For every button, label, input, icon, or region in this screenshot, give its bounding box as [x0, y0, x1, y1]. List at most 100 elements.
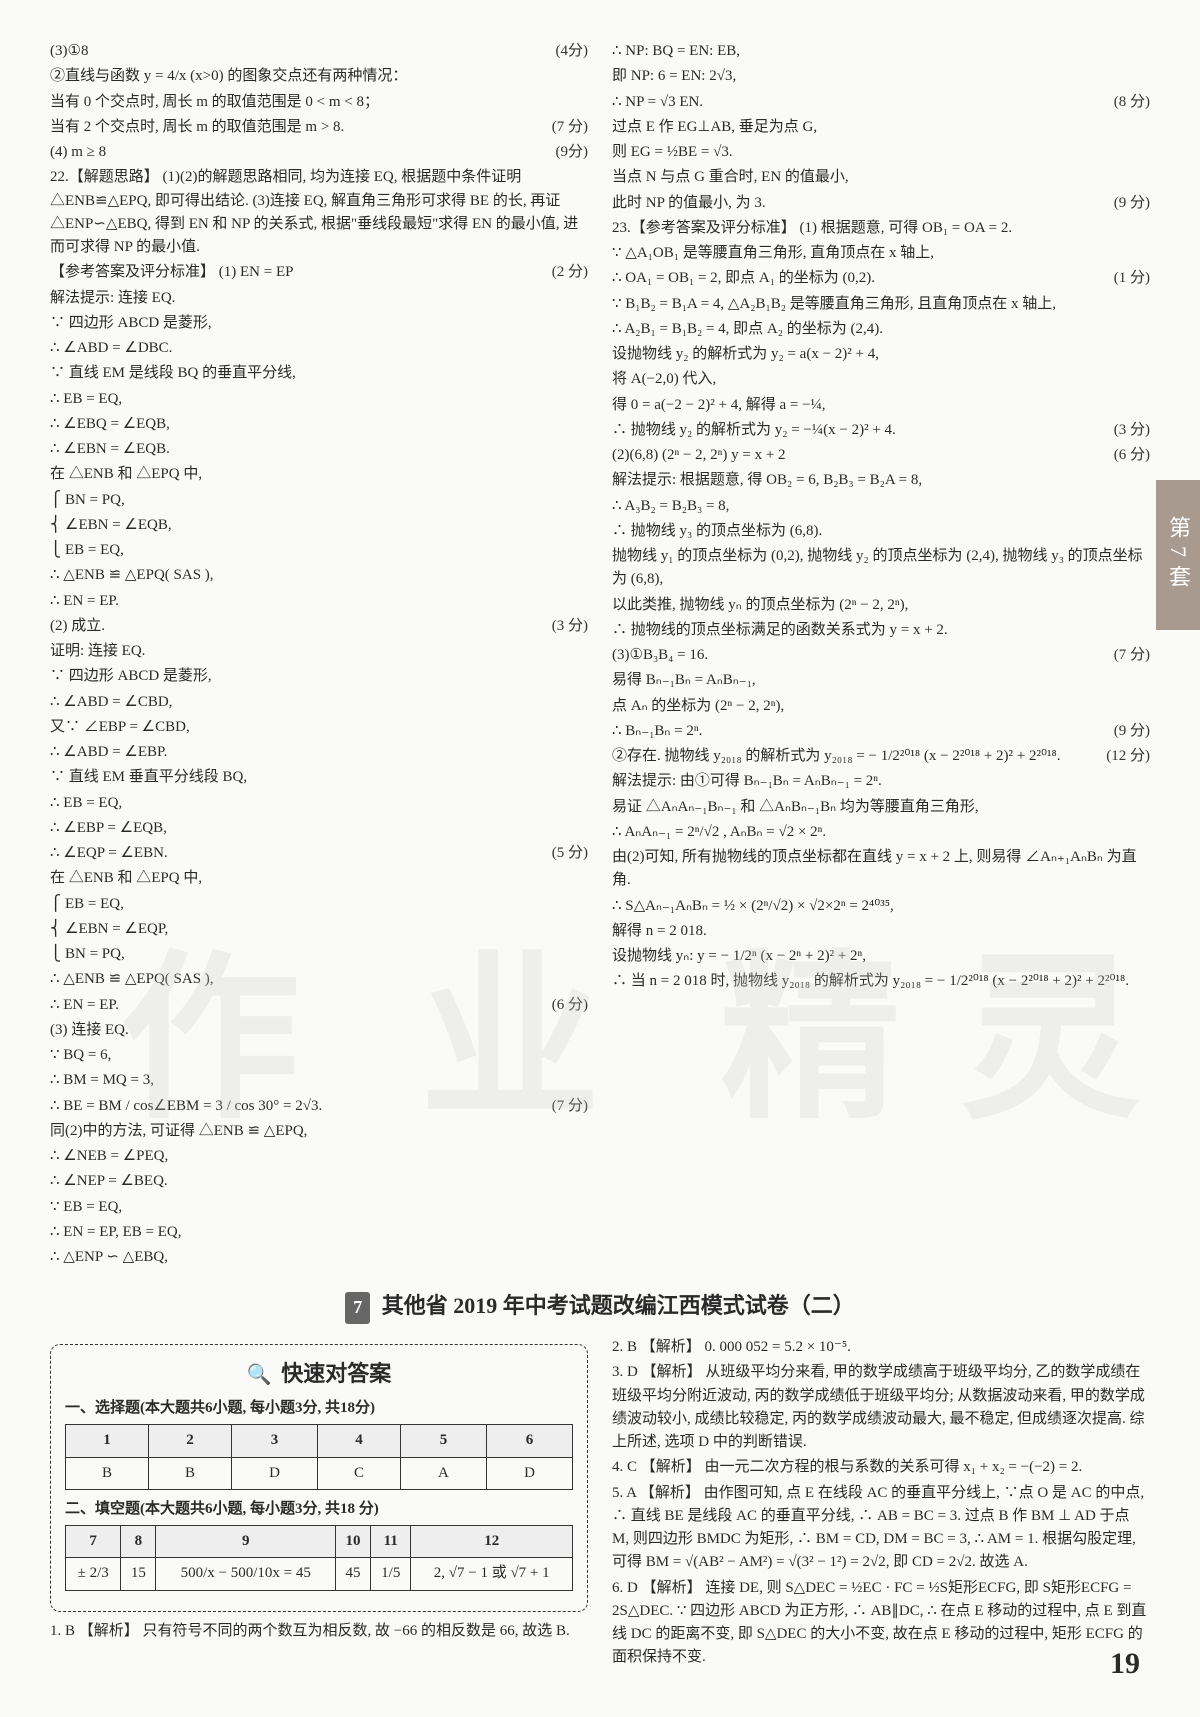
table-cell: 1 [66, 1425, 149, 1457]
score-label: (5 分) [552, 842, 588, 865]
table-cell: D [486, 1457, 572, 1489]
right-text: 解得 n = 2 018. [612, 923, 707, 939]
left-text: ⎨ ∠EBN = ∠EQB, [50, 517, 172, 533]
right-text: 则 EG = ½BE = √3. [612, 144, 733, 160]
right-text: ②存在. 抛物线 y₂₀₁₈ 的解析式为 y₂₀₁₈ = − 1/2²⁰¹⁸ (… [612, 748, 1061, 764]
left-line: (3 分)(2) 成立. [50, 615, 588, 638]
right-text: 由(2)可知, 所有抛物线的顶点坐标都在直线 y = x + 2 上, 则易得 … [612, 849, 1137, 888]
section-header: 7 其他省 2019 年中考试题改编江西模式试卷（二） [50, 1289, 1150, 1324]
left-line: (5 分)∴ ∠EQP = ∠EBN. [50, 842, 588, 865]
right-text: ∴ 当 n = 2 018 时, 抛物线 y₂₀₁₈ 的解析式为 y₂₀₁₈ =… [612, 973, 1129, 989]
score-label: (9 分) [1114, 192, 1150, 215]
left-line: (6 分)∴ EN = EP. [50, 994, 588, 1017]
left-line: ∴ ∠NEB = ∠PEQ, [50, 1145, 588, 1168]
left-text: ∵ 四边形 ABCD 是菱形, [50, 668, 212, 684]
score-label: (1 分) [1114, 267, 1150, 290]
left-line: 解法提示: 连接 EQ. [50, 287, 588, 310]
quick-answer-panel: 🔍 快速对答案 一、选择题(本大题共6小题, 每小题3分, 共18分) 1234… [50, 1344, 588, 1612]
section-number-badge: 7 [345, 1292, 370, 1324]
right-line: (7 分) (3)①B₃B₄ = 16. [612, 644, 1150, 667]
right-line: 则 EG = ½BE = √3. [612, 141, 1150, 164]
table-cell: 11 [371, 1526, 411, 1558]
right-line: 设抛物线 y₂ 的解析式为 y₂ = a(x − 2)² + 4, [612, 343, 1150, 366]
left-text: 解法提示: 连接 EQ. [50, 290, 175, 306]
right-text: 将 A(−2,0) 代入, [612, 371, 716, 387]
table-cell: 12 [411, 1526, 573, 1558]
right-text: 得 0 = a(−2 − 2)² + 4, 解得 a = −¼, [612, 397, 826, 413]
table-cell: 8 [121, 1526, 156, 1558]
right-line: 过点 E 作 EG⊥AB, 垂足为点 G, [612, 116, 1150, 139]
left-text: ∴ BE = BM / cos∠EBM = 3 / cos 30° = 2√3. [50, 1098, 322, 1114]
right-line: (9 分)此时 NP 的值最小, 为 3. [612, 192, 1150, 215]
left-line: ∴ ∠EBP = ∠EQB, [50, 817, 588, 840]
table-cell: 7 [66, 1526, 121, 1558]
br-line: 4. C 【解析】 由一元二次方程的根与系数的关系可得 x₁ + x₂ = −(… [612, 1456, 1150, 1479]
right-text: (3)①B₃B₄ = 16. [612, 647, 708, 663]
score-label: (7 分) [1114, 644, 1150, 667]
left-line: (2 分)【参考答案及评分标准】 (1) EN = EP [50, 261, 588, 284]
left-text: ∴ ∠ABD = ∠DBC. [50, 340, 172, 356]
left-text: ∵ BQ = 6, [50, 1047, 111, 1063]
score-label: (9分) [556, 141, 589, 164]
table-cell: B [66, 1457, 149, 1489]
left-text: ∴ EN = EP. [50, 997, 119, 1013]
left-line: 22.【解题思路】 (1)(2)的解题思路相同, 均为连接 EQ, 根据题中条件… [50, 166, 588, 259]
left-line: 当有 0 个交点时, 周长 m 的取值范围是 0 < m < 8； [50, 91, 588, 114]
right-line: (1 分) ∴ OA₁ = OB₁ = 2, 即点 A₁ 的坐标为 (0,2). [612, 267, 1150, 290]
side-tab: 第7套 [1156, 480, 1200, 630]
bl-line: 1. B 【解析】 只有符号不同的两个数互为相反数, 故 −66 的相反数是 6… [50, 1620, 588, 1643]
left-line: ②直线与函数 y = 4/x (x>0) 的图象交点还有两种情况： [50, 65, 588, 88]
left-text: 当有 0 个交点时, 周长 m 的取值范围是 0 < m < 8； [50, 94, 379, 110]
br-text: 5. A 【解析】 由作图可知, 点 E 在线段 AC 的垂直平分线上, ∵点 … [612, 1485, 1144, 1571]
left-text: ⎩ EB = EQ, [50, 542, 124, 558]
left-text: ∴ BM = MQ = 3, [50, 1072, 154, 1088]
right-text: 易证 △AₙAₙ₋₁Bₙ₋₁ 和 △AₙBₙ₋₁Bₙ 均为等腰直角三角形, [612, 799, 979, 815]
table-cell: 2, √7 − 1 或 √7 + 1 [411, 1558, 573, 1590]
left-line: ∵ 四边形 ABCD 是菱形, [50, 665, 588, 688]
left-text: 又∵ ∠EBP = ∠CBD, [50, 719, 190, 735]
right-text: ∴ NP: BQ = EN: EB, [612, 43, 740, 59]
right-line: ∴ 抛物线 y₃ 的顶点坐标为 (6,8). [612, 520, 1150, 543]
right-line: 点 Aₙ 的坐标为 (2ⁿ − 2, 2ⁿ), [612, 695, 1150, 718]
left-text: ∵ 直线 EM 是线段 BQ 的垂直平分线, [50, 365, 296, 381]
br-line: 2. B 【解析】 0. 000 052 = 5.2 × 10⁻⁵. [612, 1336, 1150, 1359]
right-line: 抛物线 y₁ 的顶点坐标为 (0,2), 抛物线 y₂ 的顶点坐标为 (2,4)… [612, 545, 1150, 592]
table-cell: 2 [149, 1425, 232, 1457]
right-text: ∴ OA₁ = OB₁ = 2, 即点 A₁ 的坐标为 (0,2). [612, 270, 875, 286]
left-line: 又∵ ∠EBP = ∠CBD, [50, 716, 588, 739]
right-text: ∴ A₂B₁ = B₁B₂ = 4, 即点 A₂ 的坐标为 (2,4). [612, 321, 883, 337]
table-cell: 5 [400, 1425, 486, 1457]
right-text: 当点 N 与点 G 重合时, EN 的值最小, [612, 169, 849, 185]
right-line: 解法提示: 由①可得 Bₙ₋₁Bₙ = AₙBₙ₋₁ = 2ⁿ. [612, 770, 1150, 793]
bottom-left-column: 🔍 快速对答案 一、选择题(本大题共6小题, 每小题3分, 共18分) 1234… [50, 1336, 588, 1672]
left-text: 在 △ENB 和 △EPQ 中, [50, 466, 202, 482]
br-line: 5. A 【解析】 由作图可知, 点 E 在线段 AC 的垂直平分线上, ∵点 … [612, 1482, 1150, 1575]
right-text: 解法提示: 由①可得 Bₙ₋₁Bₙ = AₙBₙ₋₁ = 2ⁿ. [612, 773, 882, 789]
table-cell: 45 [336, 1558, 371, 1590]
left-line: ∵ 直线 EM 是线段 BQ 的垂直平分线, [50, 362, 588, 385]
left-text: ∴ EN = EP. [50, 593, 119, 609]
right-line: 当点 N 与点 G 重合时, EN 的值最小, [612, 166, 1150, 189]
score-label: (7 分) [552, 116, 588, 139]
score-label: (6 分) [1114, 444, 1150, 467]
left-line: ∵ 直线 EM 垂直平分线段 BQ, [50, 766, 588, 789]
fill-answer-table: 789101112 ± 2/315500/x − 500/10x = 45451… [65, 1525, 573, 1591]
right-text: ∴ AₙAₙ₋₁ = 2ⁿ/√2 , AₙBₙ = √2 × 2ⁿ. [612, 824, 826, 840]
table-cell: C [317, 1457, 400, 1489]
left-text: ∵ EB = EQ, [50, 1199, 122, 1215]
table-cell: 15 [121, 1558, 156, 1590]
right-text: 以此类推, 抛物线 yₙ 的顶点坐标为 (2ⁿ − 2, 2ⁿ), [612, 597, 908, 613]
left-line: ⎧ BN = PQ, [50, 489, 588, 512]
left-line: ∴ EB = EQ, [50, 792, 588, 815]
left-line: ∵ EB = EQ, [50, 1196, 588, 1219]
answer-panel-title: 🔍 快速对答案 [65, 1357, 573, 1391]
right-text: 23.【参考答案及评分标准】 (1) 根据题意, 可得 OB₁ = OA = 2… [612, 220, 1012, 236]
left-text: ⎩ BN = PQ, [50, 946, 125, 962]
left-text: ∴ △ENB ≌ △EPQ( SAS ), [50, 567, 214, 583]
left-text: ∴ ∠EBP = ∠EQB, [50, 820, 167, 836]
left-line: (7 分)∴ BE = BM / cos∠EBM = 3 / cos 30° =… [50, 1095, 588, 1118]
right-line: ∴ S△Aₙ₋₁AₙBₙ = ½ × (2ⁿ/√2) × √2×2ⁿ = 2⁴⁰… [612, 895, 1150, 918]
right-line: 解得 n = 2 018. [612, 920, 1150, 943]
table-cell: 3 [232, 1425, 318, 1457]
left-line: (9分)(4) m ≥ 8 [50, 141, 588, 164]
